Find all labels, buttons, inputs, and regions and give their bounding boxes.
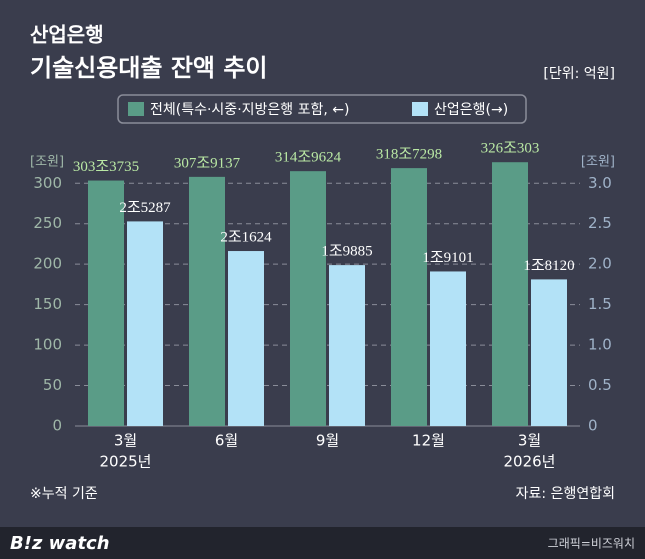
y2-axis-label: [조원] [581,155,615,170]
footer-bar [0,527,645,559]
logo: B!z watch [10,533,110,554]
y-tick-label: 200 [33,255,62,273]
y2-tick-label: 0.5 [588,376,612,394]
value-label: 314조9624 [275,150,342,166]
bar [127,221,163,426]
x-tick-sublabel: 2026년 [504,453,556,471]
y2-tick-label: 2.5 [588,214,612,232]
y-axis-label: [조원] [30,155,64,170]
legend-swatch [128,102,144,116]
bar [228,251,264,426]
bar [531,279,567,426]
value-label: 1조8120 [523,258,574,274]
value-label: 307조9137 [174,155,241,171]
legend-swatch [412,102,428,116]
value-label: 318조7298 [376,147,442,163]
y2-tick-label: 1.0 [588,336,612,354]
footnote: ※누적 기준 [30,486,98,502]
bar [189,176,225,426]
x-tick-label: 6월 [215,432,238,450]
legend-label: 산업은행(→) [434,102,508,118]
y-tick-label: 300 [33,174,62,192]
y2-tick-label: 2.0 [588,255,612,273]
value-label: 1조9101 [422,250,473,266]
chart-kicker: 산업은행 [30,23,104,47]
bar [391,168,427,426]
value-label: 303조3735 [73,159,139,175]
y2-tick-label: 1.5 [588,295,612,313]
source: 자료: 은행연합회 [516,486,615,502]
x-tick-label: 3월 [518,432,541,450]
y2-tick-label: 0 [588,417,598,435]
value-label: 2조5287 [119,200,171,216]
x-tick-label: 9월 [316,432,339,450]
y-tick-label: 250 [33,214,62,232]
y-tick-label: 150 [33,295,62,313]
bar [492,162,528,426]
bar [290,171,326,426]
bar [430,271,466,426]
bar [329,265,365,426]
legend-label: 전체(특수·시중·지방은행 포함, ←) [150,102,349,118]
x-tick-sublabel: 2025년 [100,453,152,471]
value-label: 326조303 [481,141,540,157]
legend-box [117,94,527,124]
x-tick-label: 3월 [114,432,137,450]
y2-tick-label: 3.0 [588,174,612,192]
value-label: 1조9885 [321,244,372,260]
y-tick-label: 50 [43,376,62,394]
y-tick-label: 0 [52,417,62,435]
x-tick-label: 12월 [412,432,445,450]
unit-note: [단위: 억원] [543,66,615,82]
y-tick-label: 100 [33,336,62,354]
value-label: 2조1624 [220,229,272,245]
chart-title: 기술신용대출 잔액 추이 [30,54,268,82]
bar [88,180,124,426]
credit: 그래픽=비즈워치 [548,537,635,551]
